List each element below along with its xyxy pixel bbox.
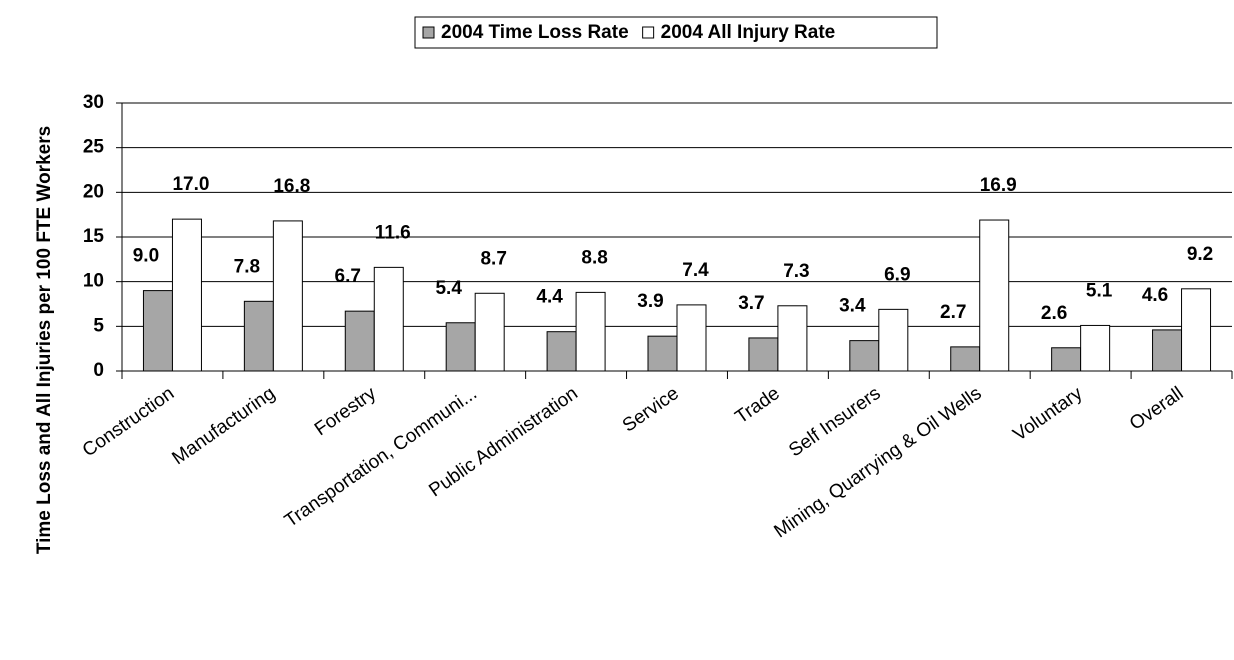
value-label: 4.6: [1142, 285, 1168, 306]
y-tick-label: 15: [83, 226, 105, 247]
y-tick-label: 0: [93, 360, 104, 381]
value-label: 3.7: [738, 293, 764, 314]
bar: [1080, 324, 1111, 372]
bar: [575, 291, 606, 372]
value-label: 8.8: [581, 247, 607, 268]
y-tick-label: 30: [83, 92, 104, 113]
x-tick-label: Trade: [732, 383, 784, 428]
bar: [1051, 347, 1082, 372]
y-tick-label: 25: [83, 137, 105, 158]
value-label: 3.9: [637, 291, 663, 312]
bar: [950, 346, 981, 372]
bar: [474, 292, 505, 372]
bar: [445, 322, 476, 372]
x-tick-label: Construction: [79, 383, 178, 461]
legend-label: 2004 All Injury Rate: [661, 22, 836, 43]
bar: [1181, 288, 1212, 372]
value-label: 6.7: [335, 266, 361, 287]
bar: [243, 300, 274, 372]
bar: [676, 304, 707, 372]
x-tick-label: Service: [619, 383, 683, 437]
x-tick-label: Mining, Quarrying & Oil Wells: [770, 383, 985, 542]
value-label: 11.6: [375, 222, 411, 243]
x-tick-label: Transportation, Communi...: [281, 383, 481, 532]
value-label: 2.6: [1041, 303, 1067, 324]
value-label: 9.2: [1187, 244, 1213, 265]
value-label: 7.8: [234, 256, 260, 277]
bar: [849, 340, 880, 372]
bar: [344, 310, 375, 372]
value-label: 9.0: [133, 246, 159, 267]
y-tick-label: 10: [83, 271, 104, 292]
value-label: 7.3: [783, 261, 809, 282]
bar: [979, 219, 1010, 372]
legend-box: [414, 16, 938, 49]
bar: [272, 220, 303, 372]
value-label: 17.0: [172, 174, 209, 195]
x-tick-label: Manufacturing: [168, 383, 279, 469]
bar: [748, 337, 779, 372]
bar: [171, 218, 202, 372]
value-label: 7.4: [682, 260, 709, 281]
value-label: 5.1: [1086, 280, 1113, 301]
x-tick-label: Overall: [1126, 383, 1187, 435]
bar: [546, 331, 577, 372]
y-tick-label: 5: [93, 315, 104, 336]
value-label: 16.9: [980, 175, 1017, 196]
bar: [373, 266, 404, 372]
x-tick-label: Voluntary: [1009, 383, 1086, 446]
value-label: 5.4: [435, 278, 462, 299]
value-label: 8.7: [480, 248, 506, 269]
x-tick-label: Self Insurers: [785, 383, 884, 461]
y-tick-label: 20: [83, 181, 104, 202]
bar: [1152, 329, 1183, 372]
value-label: 6.9: [884, 264, 910, 285]
value-label: 16.8: [273, 176, 310, 197]
x-tick-label: Forestry: [311, 383, 381, 440]
legend-swatch: [422, 26, 435, 39]
bar: [777, 305, 808, 372]
bar: [142, 290, 173, 372]
value-label: 2.7: [940, 302, 966, 323]
bar: [647, 335, 678, 372]
legend-label: 2004 Time Loss Rate: [441, 22, 629, 43]
legend-swatch: [642, 26, 655, 39]
value-label: 3.4: [839, 296, 866, 317]
y-axis-label: Time Loss and All Injuries per 100 FTE W…: [34, 126, 55, 554]
bar: [878, 308, 909, 372]
value-label: 4.4: [536, 287, 563, 308]
